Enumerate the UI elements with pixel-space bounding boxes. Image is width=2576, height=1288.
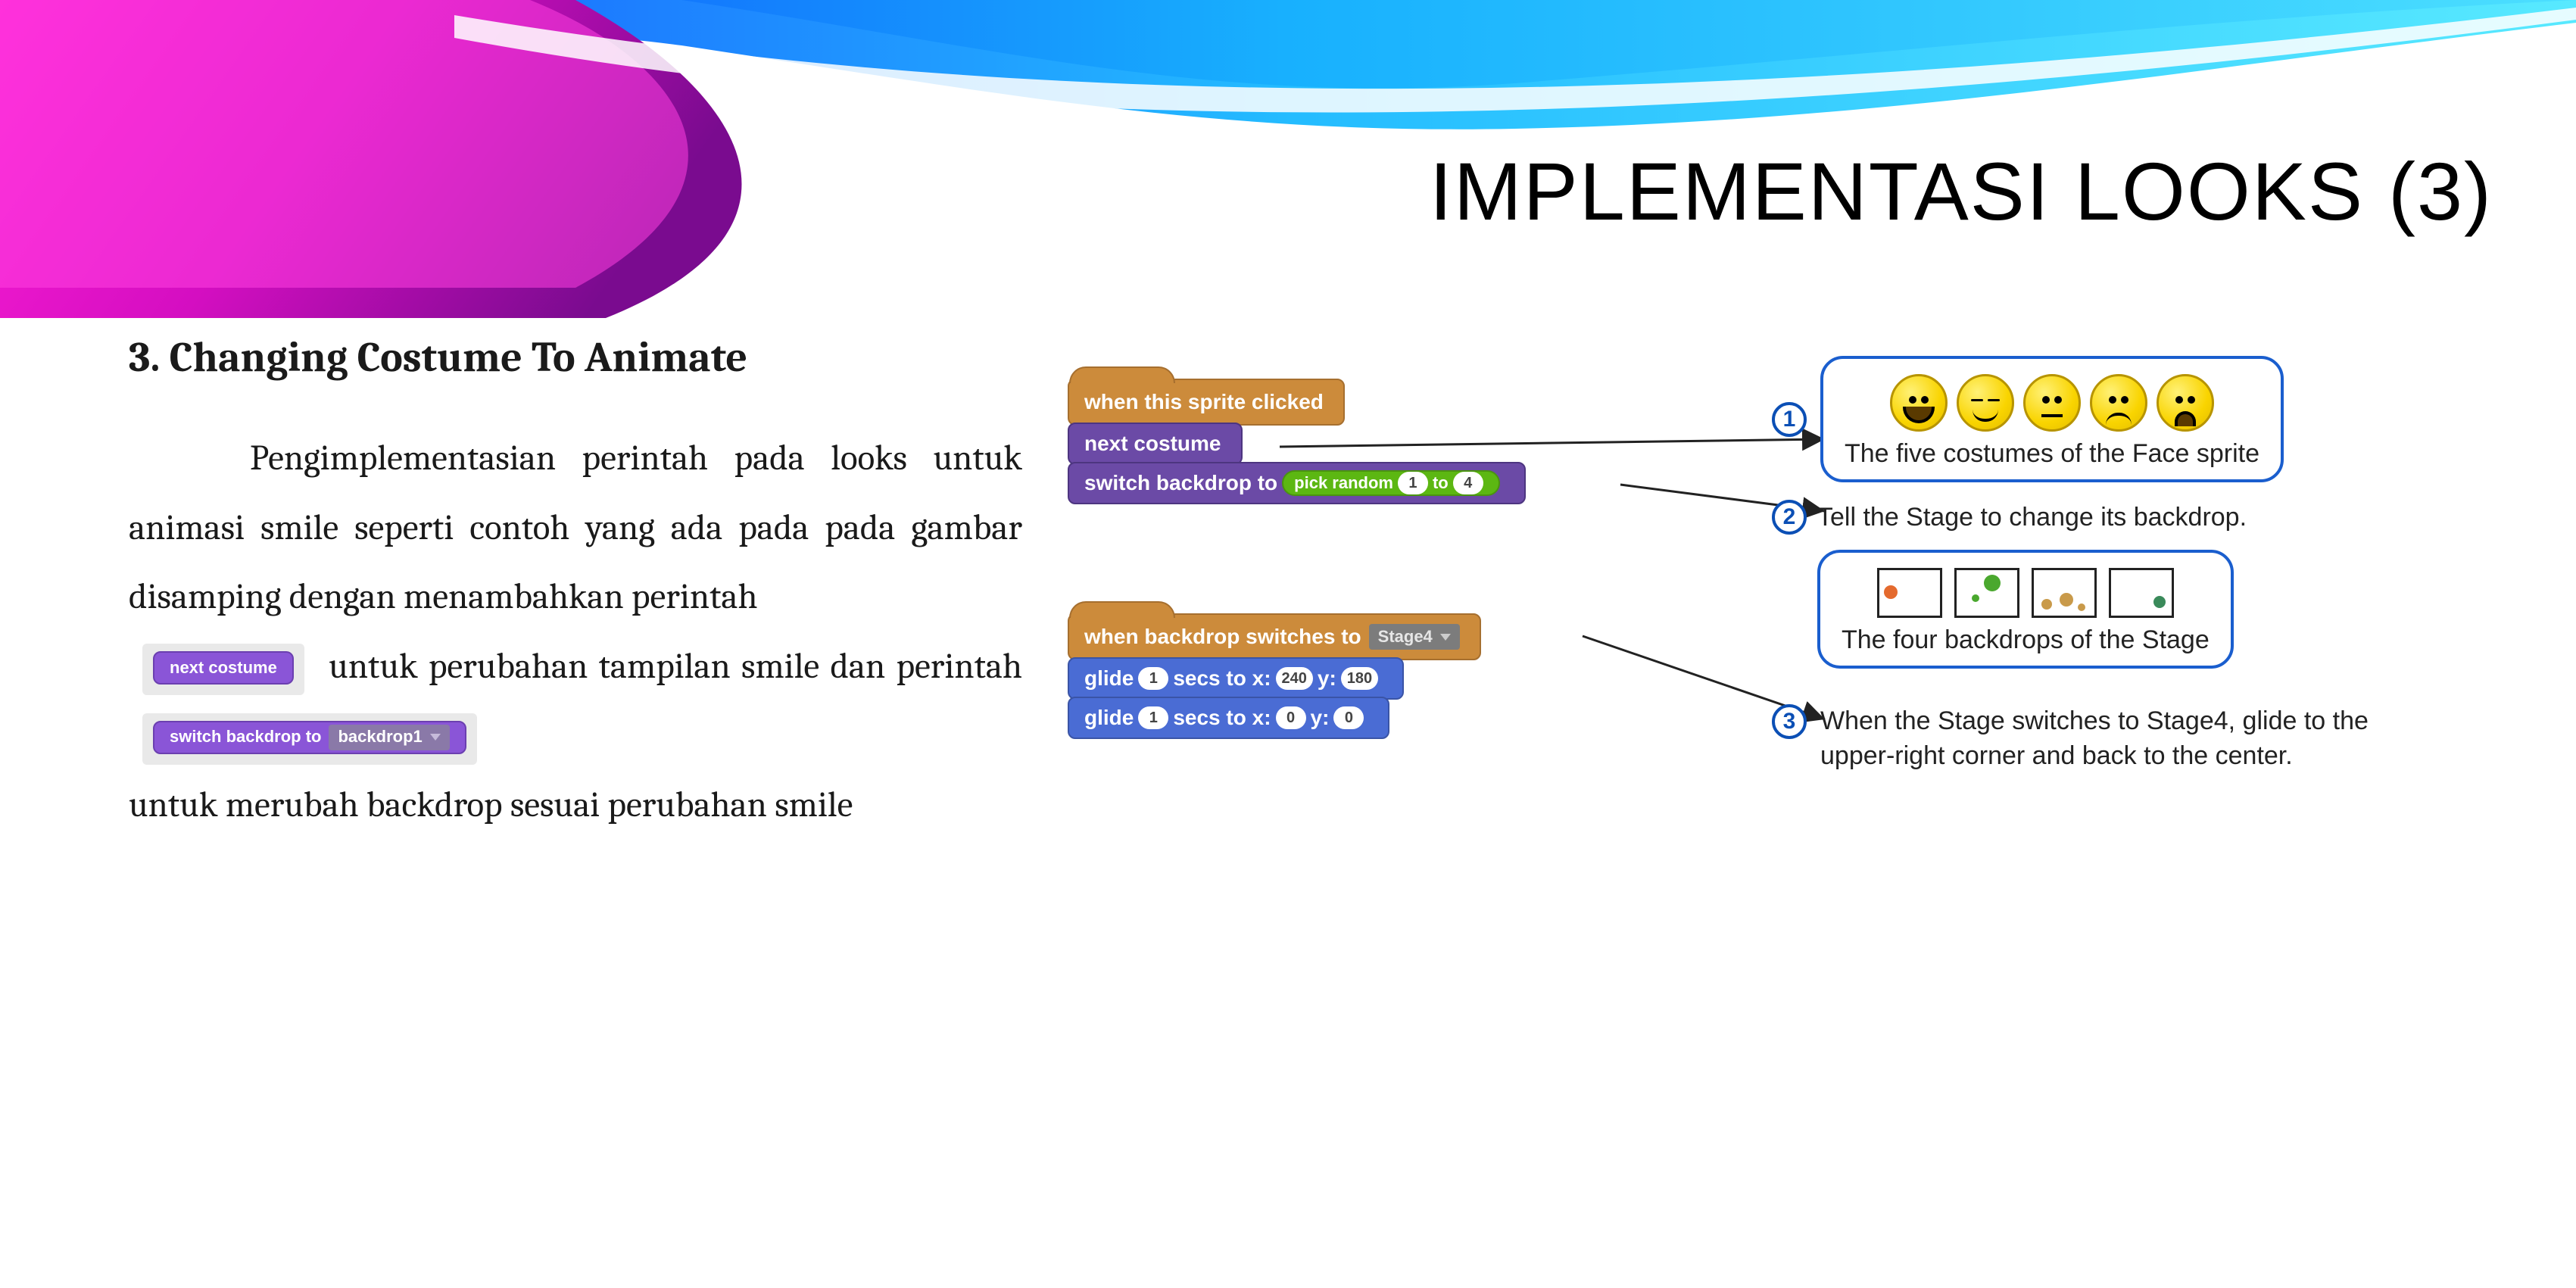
middle-column: when this sprite clicked next costume sw… xyxy=(1068,333,1726,1243)
inline-switch-backdrop-block: switch backdrop to backdrop1 xyxy=(142,713,477,765)
face-costume-5 xyxy=(2157,374,2214,432)
para-text-2: untuk perubahan tampilan smile dan perin… xyxy=(329,646,1022,687)
reporter-pick-random: pick random 1 to 4 xyxy=(1282,470,1500,496)
callout-number-3: 3 xyxy=(1772,704,1807,739)
face-costume-1 xyxy=(1890,374,1948,432)
left-column: 3. Changing Costume To Animate Pengimple… xyxy=(129,333,1022,1243)
next-costume-block: next costume xyxy=(153,651,294,685)
content-area: 3. Changing Costume To Animate Pengimple… xyxy=(129,333,2493,1243)
backdrop-dropdown: backdrop1 xyxy=(329,725,449,750)
hat-when-backdrop-switches: when backdrop switches to Stage4 xyxy=(1068,613,1481,660)
pick-random-to: 4 xyxy=(1453,472,1483,494)
callout-3: 3 When the Stage switches to Stage4, gli… xyxy=(1772,704,2423,774)
backdrop-thumb-3 xyxy=(2032,568,2097,618)
faces-box: The five costumes of the Face sprite xyxy=(1820,356,2284,482)
pick-random-from: 1 xyxy=(1398,472,1428,494)
glide1-y: 180 xyxy=(1341,667,1378,690)
backdrops-box: The four backdrops of the Stage xyxy=(1817,550,2234,669)
para-text-3: untuk merubah backdrop sesuai perubahan … xyxy=(129,784,853,825)
block-next-costume: next costume xyxy=(1068,423,1243,465)
backdrop-thumb-2 xyxy=(1954,568,2019,618)
callout-3-text: When the Stage switches to Stage4, glide… xyxy=(1820,704,2423,774)
glide2-x: 0 xyxy=(1276,706,1306,729)
callout-2-text: Tell the Stage to change its backdrop. xyxy=(1817,503,2247,532)
script-2: when backdrop switches to Stage4 glide 1… xyxy=(1068,613,1481,739)
backdrops-caption: The four backdrops of the Stage xyxy=(1842,625,2210,655)
slide-title: IMPLEMENTASI LOOKS (3) xyxy=(1430,144,2493,239)
glide2-y: 0 xyxy=(1333,706,1364,729)
face-costume-3 xyxy=(2023,374,2081,432)
block-glide-2: glide 1 secs to x: 0 y: 0 xyxy=(1068,697,1389,739)
backdrop-thumb-1 xyxy=(1877,568,1942,618)
callout-1: 1 The five costumes of the Face sprite xyxy=(1772,356,2284,482)
face-costume-2 xyxy=(1957,374,2014,432)
callout-number-2: 2 xyxy=(1772,500,1807,535)
switch-backdrop-block: switch backdrop to backdrop1 xyxy=(153,721,466,754)
right-column: 1 The five costumes of the Face sprite 2… xyxy=(1772,333,2493,1243)
callout-number-1: 1 xyxy=(1772,402,1807,437)
block-glide-1: glide 1 secs to x: 240 y: 180 xyxy=(1068,657,1404,700)
script-1: when this sprite clicked next costume sw… xyxy=(1068,379,1526,504)
body-paragraph: Pengimplementasian perintah pada looks u… xyxy=(129,424,1022,840)
callout-2: 2 Tell the Stage to change its backdrop. xyxy=(1772,500,2247,669)
backdrop-switches-dropdown: Stage4 xyxy=(1369,624,1460,650)
section-heading: 3. Changing Costume To Animate xyxy=(129,333,1022,382)
backdrop-thumb-4 xyxy=(2109,568,2174,618)
glide1-secs: 1 xyxy=(1138,667,1168,690)
glide2-secs: 1 xyxy=(1138,706,1168,729)
block-switch-backdrop-random: switch backdrop to pick random 1 to 4 xyxy=(1068,462,1526,504)
glide1-x: 240 xyxy=(1276,667,1313,690)
para-text-1: Pengimplementasian perintah pada looks u… xyxy=(129,438,1022,617)
hat-when-sprite-clicked: when this sprite clicked xyxy=(1068,379,1345,426)
face-costume-4 xyxy=(2090,374,2147,432)
inline-next-costume-block: next costume xyxy=(142,644,304,695)
faces-caption: The five costumes of the Face sprite xyxy=(1845,439,2259,469)
